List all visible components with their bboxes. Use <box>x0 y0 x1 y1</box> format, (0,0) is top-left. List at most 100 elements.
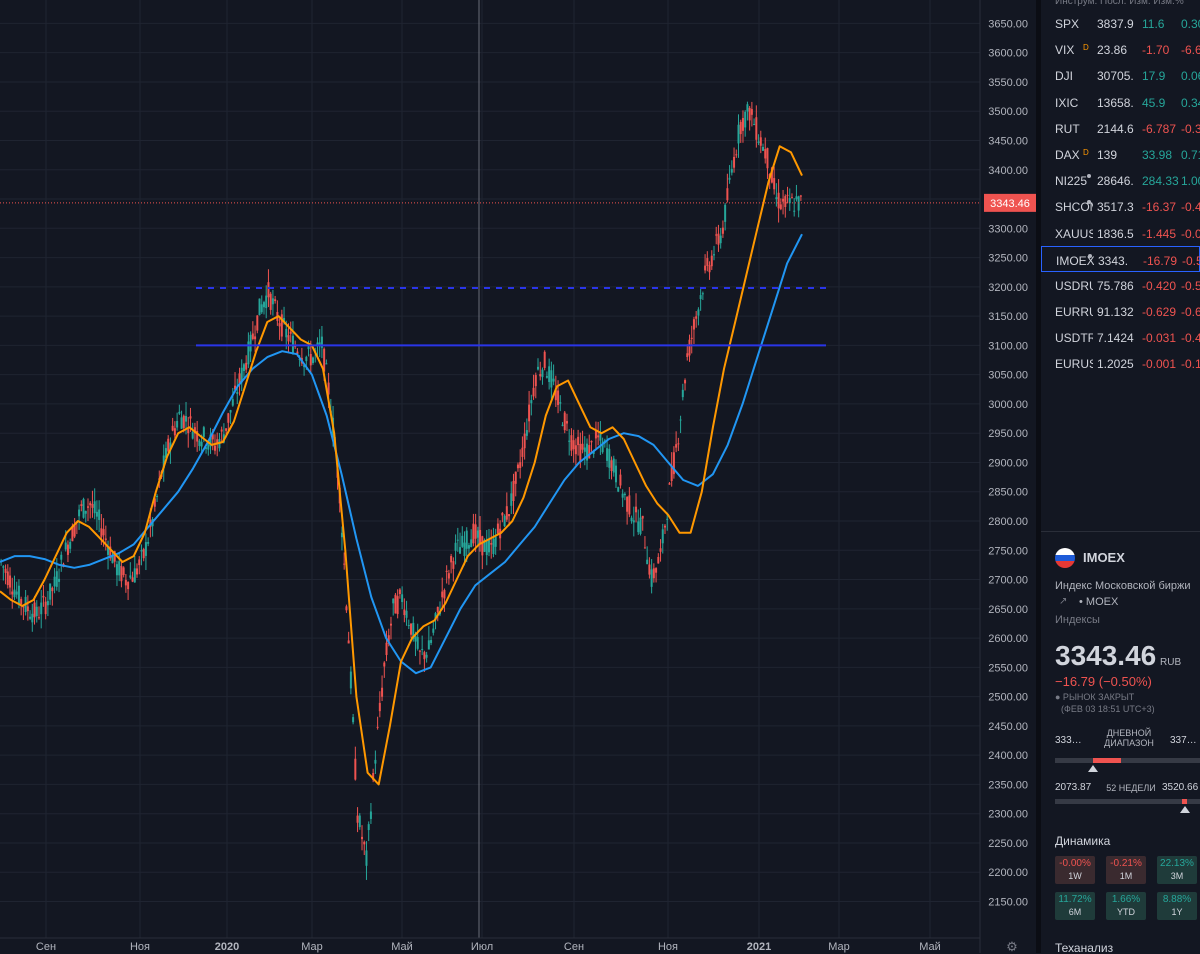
candle-body <box>182 415 185 428</box>
details-symbol[interactable]: IMOEX <box>1083 550 1125 565</box>
watchlist-last: 1.2025 <box>1097 357 1134 372</box>
candle-body <box>234 385 237 390</box>
candle-body <box>568 440 571 442</box>
fast-moving-average-line <box>0 145 803 786</box>
candle-body <box>443 589 446 599</box>
watchlist-row[interactable]: IMOEX 3343. -16.79 -0.50 <box>1041 245 1200 272</box>
candle-body <box>254 336 257 340</box>
candle-body <box>719 235 722 244</box>
watchlist-change: -6.787 <box>1142 121 1177 136</box>
candle-body <box>594 430 597 439</box>
candle-body <box>552 378 555 382</box>
watchlist-change: -1.70 <box>1142 43 1170 58</box>
candle-body <box>537 366 540 370</box>
watchlist-row[interactable]: EURRUB 91.132 -0.629 -0.69 <box>1041 298 1200 324</box>
candle-body <box>730 169 733 173</box>
price-chart[interactable]: 3650.00 3600.00 3550.00 3500.00 3450.00 3400.… <box>0 0 1036 953</box>
panel-separator[interactable] <box>1036 0 1041 953</box>
watchlist-last: 75.786 <box>1097 278 1134 293</box>
candle-body <box>481 536 484 556</box>
watchlist-row[interactable]: VIX 23.86 -1.70 -6.65 D <box>1041 36 1200 62</box>
candle-body <box>759 137 762 146</box>
candle-body <box>369 811 372 819</box>
candle-body <box>617 487 620 492</box>
performance-value: 1.66% <box>1111 894 1141 905</box>
candle-body <box>788 197 791 204</box>
watchlist-row[interactable]: DJI 30705. 17.9 0.06 <box>1041 62 1200 88</box>
candle-body <box>487 539 490 553</box>
candle-body <box>347 640 350 644</box>
candle-body <box>213 445 216 451</box>
x-tick-label: Июл <box>471 941 493 953</box>
watchlist-change-pct: -0.50 <box>1182 253 1200 268</box>
performance-cell[interactable]: 11.72% 6M <box>1055 892 1095 920</box>
watchlist-change: -0.031 <box>1142 331 1177 346</box>
candle-body <box>492 538 495 554</box>
candle-body <box>523 433 526 449</box>
candle-body <box>278 323 281 327</box>
candle-body <box>784 196 787 208</box>
chart-background <box>0 0 1036 953</box>
candle-body <box>104 538 107 540</box>
candle-body <box>557 390 560 405</box>
candle-body <box>202 427 205 437</box>
watchlist-row[interactable]: SHCOMP 3517.3 -16.37 -0.46 <box>1041 193 1200 219</box>
candle-body <box>539 374 542 377</box>
performance-title: Динамика <box>1055 834 1111 848</box>
watchlist-change-pct: -0.55 <box>1181 278 1200 293</box>
candle-body <box>608 448 611 468</box>
candle-body <box>592 451 595 454</box>
watchlist-row[interactable]: USDTRY 7.1424 -0.031 -0.44 <box>1041 324 1200 350</box>
candle-body <box>534 375 537 387</box>
x-tick-label: Ноя <box>130 941 150 953</box>
performance-cell[interactable]: 1.66% YTD <box>1106 892 1146 920</box>
candle-body <box>37 617 40 619</box>
details-exchange[interactable]: • MOEX <box>1079 596 1119 608</box>
watchlist-row[interactable]: USDRUB 75.786 -0.420 -0.55 <box>1041 272 1200 298</box>
candle-body <box>240 367 243 383</box>
candle-body <box>242 364 245 371</box>
candle-body <box>216 439 219 444</box>
technicals-title[interactable]: Теханализ <box>1055 941 1114 954</box>
watchlist-row[interactable]: DAX 139 33.98 0.71 D <box>1041 141 1200 167</box>
candle-body <box>574 445 577 455</box>
watchlist-row[interactable]: NI225 28646. 284.331.00 <box>1041 167 1200 193</box>
day-range-low: 333… <box>1055 735 1082 746</box>
candle-body <box>247 341 250 365</box>
watchlist-row[interactable]: RUT 2144.6 -6.787 -0.32 <box>1041 115 1200 141</box>
candle-body <box>133 568 136 583</box>
watchlist-row[interactable]: XAUUSD 1836.5 -1.445 -0.08 <box>1041 220 1200 246</box>
candle-body <box>521 447 524 457</box>
candle-body <box>211 434 214 440</box>
performance-cell[interactable]: -0.21% 1M <box>1106 856 1146 884</box>
candle-body <box>381 687 384 697</box>
y-tick-label: 2900.00 <box>988 457 1028 469</box>
settings-gear-icon[interactable]: ⚙ <box>1006 939 1018 953</box>
watchlist-change-pct: -0.44 <box>1181 331 1200 346</box>
performance-cell[interactable]: -0.00% 1W <box>1055 856 1095 884</box>
candle-body <box>414 635 417 642</box>
candle-body <box>49 583 52 600</box>
candle-body <box>657 556 660 564</box>
candle-body <box>779 204 782 210</box>
watchlist-change: 17.9 <box>1142 69 1166 84</box>
watchlist-row[interactable]: IXIC 13658. 45.9 0.34 <box>1041 89 1200 115</box>
candle-body <box>690 337 693 339</box>
candle-body <box>309 353 312 366</box>
candle-body <box>748 107 751 121</box>
chart-area[interactable]: 3650.00 3600.00 3550.00 3500.00 3450.00 3400.… <box>0 0 1036 953</box>
candle-body <box>606 448 609 461</box>
external-link-icon[interactable]: ↗ <box>1059 596 1068 607</box>
candle-body <box>20 598 23 605</box>
candle-body <box>797 196 800 211</box>
candle-body <box>532 387 535 397</box>
candle-body <box>225 428 228 431</box>
candle-body <box>162 455 165 469</box>
performance-period: 1Y <box>1171 907 1183 917</box>
performance-cell[interactable]: 22.13% 3M <box>1157 856 1197 884</box>
watchlist-symbol: EURUSD <box>1055 357 1093 372</box>
candle-body <box>73 523 76 537</box>
watchlist-row[interactable]: SPX 3837.9 11.6 0.30 <box>1041 10 1200 36</box>
watchlist-row[interactable]: EURUSD 1.2025 -0.001 -0.15 <box>1041 350 1200 376</box>
performance-cell[interactable]: 8.88% 1Y <box>1157 892 1197 920</box>
